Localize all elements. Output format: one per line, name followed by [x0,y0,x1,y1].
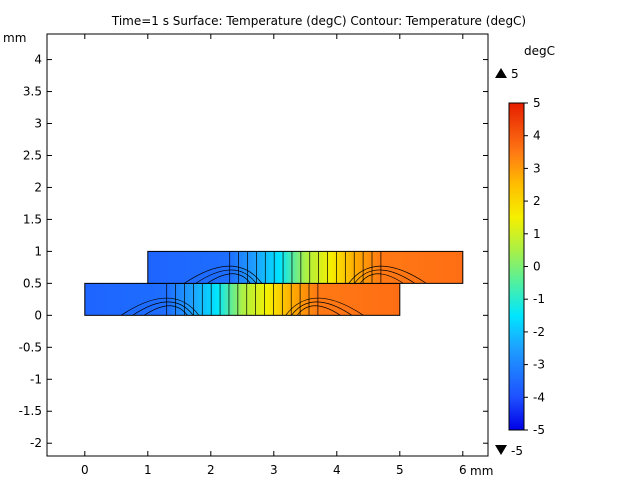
temperature-domains [84,250,464,316]
colorbar-tick-label: 5 [533,96,541,110]
x-tick-label: 5 [396,463,404,477]
contour-line [354,269,416,284]
y-tick-label: -0.5 [19,340,42,354]
colorbar-unit-label: degC [524,44,555,58]
colorbar-gradient [508,102,525,431]
chart-title: Time=1 s Surface: Temperature (degC) Con… [111,14,526,28]
colorbar-tick-label: 4 [533,129,541,143]
upper-block-surface [147,251,463,284]
y-tick-label: 0 [34,308,42,322]
x-tick-label: 4 [333,463,341,477]
colorbar-ticks: -5 -4 -3 -2 -1 0 1 2 3 4 5 [524,96,545,437]
y-axis-unit: mm [3,31,26,45]
x-tick-label: 1 [144,463,152,477]
max-marker-icon [495,68,507,78]
y-tick-label: 4 [34,53,42,67]
y-tick-label: 1.5 [23,212,42,226]
contour-line [285,297,364,316]
colorbar-tick-label: 3 [533,161,541,175]
x-tick-label: 0 [81,463,89,477]
colorbar: degC 5 -5 -5 -4 -3 -2 -1 0 1 2 3 4 5 [495,44,555,458]
colorbar-tick-label: -4 [533,390,545,404]
contour-line [291,301,353,316]
colorbar-tick-label: -5 [533,423,545,437]
contour-line [121,297,200,316]
colorbar-tick-label: -2 [533,325,545,339]
contour-line [359,273,404,284]
y-tick-label: 3.5 [23,85,42,99]
contour-line [348,265,427,284]
contour-line [132,301,194,316]
y-tick-label: -1 [30,372,42,386]
y-tick-label: -2 [30,436,42,450]
y-tick-label: 3 [34,117,42,131]
x-tick-label: 6 [459,463,467,477]
upper-block-outline [147,250,464,284]
y-axis: -2 -1.5 -1 -0.5 0 0.5 1 1.5 2 2.5 3 3.5 4 [19,53,488,450]
colorbar-tick-label: 0 [533,260,541,274]
colorbar-tick-label: 1 [533,227,541,241]
contour-line [184,265,263,284]
colorbar-tick-label: 2 [533,194,541,208]
x-axis: 0 1 2 3 4 5 6 [81,34,467,477]
lower-block-surface [84,283,400,316]
contour-line [296,305,341,316]
contour-line [144,305,188,316]
y-tick-label: 0.5 [23,276,42,290]
min-marker-icon [495,445,507,455]
y-tick-label: 1 [34,244,42,258]
y-tick-label: -1.5 [19,404,42,418]
colorbar-max-label: 5 [511,67,519,81]
colorbar-tick-label: -3 [533,358,545,372]
x-tick-label: 3 [270,463,278,477]
colorbar-min-label: -5 [511,444,523,458]
contour-line [195,269,257,284]
contour-line [207,273,251,284]
y-tick-label: 2 [34,180,42,194]
y-tick-label: 2.5 [23,148,42,162]
x-axis-unit: mm [470,464,493,478]
x-tick-label: 2 [207,463,215,477]
colorbar-tick-label: -1 [533,292,545,306]
plot-frame [46,33,489,457]
